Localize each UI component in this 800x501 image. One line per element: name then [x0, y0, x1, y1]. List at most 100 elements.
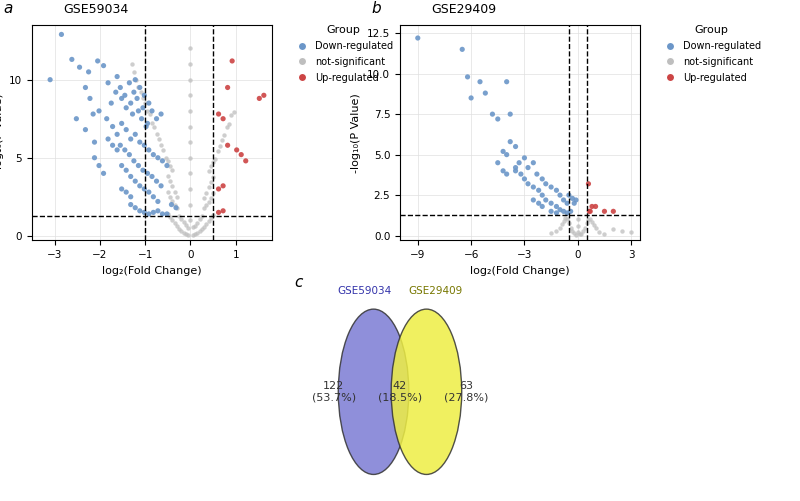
- Point: [126, 60, 138, 68]
- Point: [509, 164, 522, 172]
- Point: [571, 215, 584, 223]
- Point: [497, 147, 510, 155]
- Point: [205, 178, 218, 186]
- Point: [509, 167, 522, 175]
- Point: [554, 206, 566, 214]
- Point: [142, 188, 155, 196]
- Point: [162, 188, 174, 196]
- Point: [557, 207, 570, 215]
- Point: [135, 115, 148, 123]
- Point: [168, 200, 181, 208]
- Point: [189, 221, 202, 229]
- Point: [200, 201, 213, 209]
- Point: [504, 110, 517, 118]
- Point: [479, 89, 492, 97]
- X-axis label: log₂(Fold Change): log₂(Fold Change): [102, 266, 202, 276]
- Point: [55, 31, 68, 39]
- Point: [93, 107, 106, 115]
- Point: [130, 94, 143, 102]
- Point: [44, 76, 57, 84]
- Point: [584, 207, 597, 215]
- Point: [150, 115, 163, 123]
- Point: [497, 167, 510, 175]
- Point: [554, 223, 566, 231]
- Point: [225, 111, 238, 119]
- Point: [164, 193, 177, 201]
- Point: [129, 76, 142, 84]
- Point: [102, 79, 114, 87]
- Point: [88, 154, 101, 162]
- Point: [550, 202, 563, 210]
- Point: [571, 228, 584, 236]
- Point: [115, 119, 128, 127]
- Point: [539, 180, 552, 188]
- Text: GSE29409: GSE29409: [408, 286, 462, 296]
- Point: [227, 108, 240, 116]
- Point: [178, 228, 190, 236]
- X-axis label: log₂(Fold Change): log₂(Fold Change): [470, 266, 570, 276]
- Point: [586, 202, 598, 210]
- Text: b: b: [371, 2, 381, 17]
- Point: [527, 183, 540, 191]
- Point: [561, 209, 574, 217]
- Point: [159, 154, 172, 162]
- Point: [162, 210, 174, 218]
- Point: [202, 198, 215, 206]
- Point: [146, 119, 158, 127]
- Point: [164, 161, 177, 169]
- Point: [154, 141, 167, 149]
- Point: [134, 182, 146, 190]
- Text: 42
(18.5%): 42 (18.5%): [378, 381, 422, 403]
- Point: [120, 188, 133, 196]
- Point: [126, 110, 139, 118]
- Point: [156, 157, 169, 165]
- Point: [491, 159, 504, 167]
- Point: [73, 63, 86, 71]
- Point: [557, 217, 570, 225]
- Point: [142, 99, 155, 107]
- Point: [561, 215, 574, 223]
- Point: [134, 84, 146, 92]
- Point: [226, 57, 238, 65]
- Legend: Down-regulated, not-significant, Up-regulated: Down-regulated, not-significant, Up-regu…: [657, 22, 765, 87]
- Point: [175, 227, 188, 235]
- Point: [258, 91, 270, 99]
- Point: [191, 218, 204, 226]
- Point: [138, 91, 150, 99]
- Point: [491, 115, 504, 123]
- Point: [134, 207, 146, 215]
- Point: [616, 227, 629, 235]
- Point: [577, 227, 590, 235]
- Point: [150, 177, 163, 185]
- Point: [500, 151, 513, 159]
- Point: [132, 107, 145, 115]
- Point: [206, 173, 219, 181]
- Point: [580, 219, 593, 227]
- Point: [184, 60, 197, 68]
- Point: [82, 68, 95, 76]
- Point: [164, 213, 177, 221]
- Point: [184, 216, 197, 224]
- Point: [198, 223, 210, 231]
- Point: [120, 166, 133, 174]
- Point: [514, 170, 527, 178]
- Point: [162, 157, 174, 165]
- Legend: Down-regulated, not-significant, Up-regulated: Down-regulated, not-significant, Up-regu…: [289, 22, 397, 87]
- Point: [105, 99, 118, 107]
- Point: [129, 130, 142, 138]
- Point: [165, 200, 178, 208]
- Point: [593, 227, 606, 235]
- Point: [127, 157, 140, 165]
- Point: [110, 88, 122, 96]
- Point: [100, 115, 113, 123]
- Point: [205, 162, 218, 170]
- Point: [151, 197, 164, 205]
- Point: [179, 221, 192, 229]
- Point: [102, 135, 114, 143]
- Point: [147, 208, 160, 216]
- Point: [161, 161, 174, 169]
- Text: GSE59034: GSE59034: [338, 286, 392, 296]
- Point: [584, 214, 597, 222]
- Point: [110, 73, 123, 81]
- Point: [137, 104, 150, 112]
